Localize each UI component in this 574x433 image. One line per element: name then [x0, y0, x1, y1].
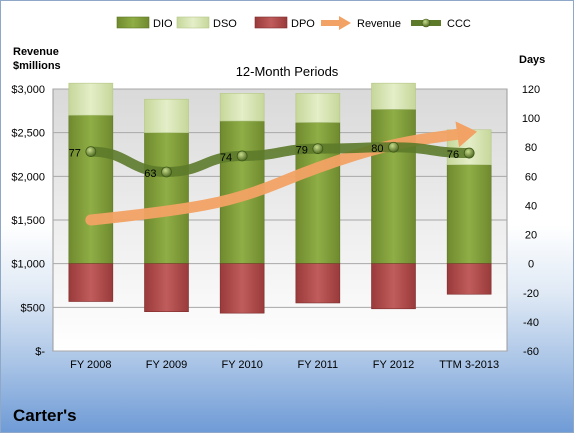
ccc-point	[312, 143, 324, 155]
left-axis-ticks: $- $500 $1,000 $1,500 $2,000 $2,500 $3,000	[11, 84, 45, 358]
revenue-arrowhead	[455, 121, 478, 148]
ccc-data-label: 74	[220, 152, 232, 164]
left-tick-label: $2,000	[11, 171, 45, 183]
legend-label: Revenue	[357, 18, 401, 30]
category-labels: FY 2008 FY 2009 FY 2010 FY 2011 FY 2012 TTM 3…	[70, 359, 499, 371]
right-tick-label: 100	[522, 113, 540, 125]
dpo-bar	[219, 263, 265, 314]
dso-bar	[295, 93, 341, 123]
dpo-bar	[295, 263, 341, 304]
ccc-series: 77 63 74 79 80 76	[69, 141, 475, 180]
legend-label: DSO	[213, 18, 237, 30]
category-label: FY 2008	[70, 359, 111, 371]
right-axis-label: Days	[519, 54, 545, 66]
legend-label: CCC	[447, 18, 471, 30]
right-tick-label: 120	[522, 84, 540, 96]
right-tick-label: 80	[525, 142, 537, 154]
ccc-data-label: 76	[447, 149, 459, 161]
ccc-data-label: 79	[296, 145, 308, 157]
legend-swatch	[421, 18, 431, 28]
right-tick-label: -20	[523, 288, 539, 300]
chart-legend: DIO DSO DPO Revenue CCC	[116, 16, 471, 30]
ccc-point	[85, 146, 97, 157]
dso-bar	[144, 98, 189, 133]
right-tick-label: 40	[525, 200, 537, 212]
left-axis-label-line1: Revenue	[13, 46, 59, 58]
dio-bar	[68, 114, 114, 264]
category-label: FY 2011	[298, 359, 339, 371]
dio-bar	[144, 132, 189, 264]
dpo-bar	[68, 263, 114, 302]
left-tick-label: $3,000	[11, 84, 45, 96]
gridlines	[53, 88, 507, 352]
dio-bar	[446, 164, 492, 264]
right-tick-label: -60	[523, 346, 539, 358]
left-tick-label: $500	[21, 302, 45, 314]
company-name: Carter's	[13, 406, 77, 425]
ccc-point	[161, 166, 172, 178]
chart-title: 12-Month Periods	[236, 64, 339, 79]
right-tick-label: 60	[525, 171, 537, 183]
category-label: FY 2009	[146, 359, 187, 371]
dio-bar	[371, 109, 416, 264]
category-label: FY 2010	[221, 359, 262, 371]
left-tick-label: $1,500	[11, 215, 45, 227]
left-axis-label-line2: $millions	[13, 60, 61, 72]
category-label: TTM 3-2013	[439, 359, 499, 371]
legend-swatch	[116, 16, 150, 29]
dpo-bar	[446, 263, 492, 295]
legend-swatch	[254, 16, 288, 29]
right-tick-label: 0	[528, 259, 534, 271]
dpo-bar	[144, 263, 189, 312]
dso-bar	[219, 93, 265, 122]
ccc-data-label: 63	[144, 168, 156, 180]
legend-label: DIO	[153, 18, 173, 30]
legend-swatch	[176, 16, 210, 29]
left-tick-label: $-	[35, 346, 45, 358]
ccc-line	[85, 142, 475, 177]
dpo-bar	[371, 263, 416, 310]
ccc-data-label: 80	[371, 143, 383, 155]
dso-bar	[371, 82, 416, 110]
dso-bar	[68, 82, 114, 116]
right-axis-ticks: -60 -40 -20 0 20 40 60 80 100 120	[522, 84, 540, 358]
legend-label: DPO	[291, 18, 315, 30]
left-tick-label: $1,000	[11, 259, 45, 271]
right-tick-label: -40	[523, 317, 539, 329]
category-label: FY 2012	[373, 359, 414, 371]
ccc-point	[388, 141, 399, 153]
ccc-point	[463, 147, 475, 159]
ccc-data-label: 77	[69, 148, 81, 160]
ccc-point	[236, 150, 248, 162]
right-tick-label: 20	[525, 230, 537, 242]
legend-swatch	[339, 16, 351, 30]
left-tick-label: $2,500	[11, 128, 45, 140]
